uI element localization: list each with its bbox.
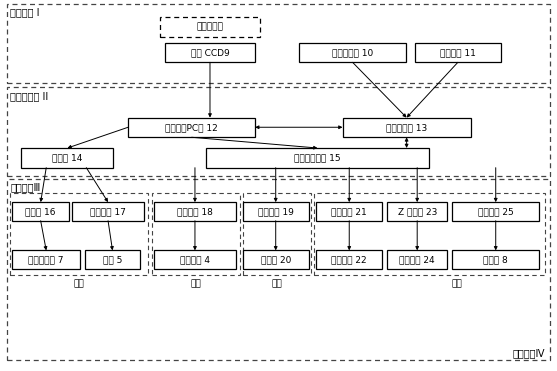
Bar bbox=[316, 202, 382, 221]
Bar bbox=[154, 202, 236, 221]
Bar bbox=[243, 250, 309, 269]
Text: 供料: 供料 bbox=[271, 279, 282, 288]
Bar bbox=[299, 43, 406, 62]
Bar bbox=[243, 193, 311, 275]
Text: 供气泵 20: 供气泵 20 bbox=[261, 255, 291, 264]
Bar bbox=[343, 118, 471, 137]
Text: 步进电机 21: 步进电机 21 bbox=[331, 207, 367, 216]
Bar bbox=[206, 148, 429, 168]
Text: 低温成形室 7: 低温成形室 7 bbox=[28, 255, 64, 264]
Text: 电加热丝 17: 电加热丝 17 bbox=[90, 207, 126, 216]
Text: 高速 CCD9: 高速 CCD9 bbox=[190, 48, 229, 57]
Text: 执行模块Ⅲ: 执行模块Ⅲ bbox=[10, 183, 40, 193]
Bar bbox=[314, 193, 545, 275]
Text: 温度: 温度 bbox=[74, 279, 85, 288]
Text: 压力传感器 10: 压力传感器 10 bbox=[332, 48, 373, 57]
Text: 温控器 14: 温控器 14 bbox=[52, 153, 82, 162]
Text: 滚珠丝杆 24: 滚珠丝杆 24 bbox=[399, 255, 435, 264]
Bar bbox=[152, 193, 240, 275]
Bar bbox=[7, 179, 550, 360]
Bar bbox=[12, 202, 69, 221]
Text: 十字滑台 22: 十字滑台 22 bbox=[331, 255, 367, 264]
Bar bbox=[128, 118, 255, 137]
Bar bbox=[243, 202, 309, 221]
Bar bbox=[316, 250, 382, 269]
Bar bbox=[12, 250, 80, 269]
Bar bbox=[21, 148, 113, 168]
Text: 接收板 8: 接收板 8 bbox=[483, 255, 508, 264]
Text: Z 轴电机 23: Z 轴电机 23 bbox=[398, 207, 437, 216]
Text: 上位机（PC） 12: 上位机（PC） 12 bbox=[165, 123, 218, 132]
Text: 驱动电路 18: 驱动电路 18 bbox=[177, 207, 213, 216]
Text: 运动控制单元 15: 运动控制单元 15 bbox=[294, 153, 341, 162]
Bar bbox=[154, 250, 236, 269]
Text: 控制器模块 II: 控制器模块 II bbox=[10, 91, 48, 101]
Text: 电压: 电压 bbox=[190, 279, 201, 288]
Bar bbox=[165, 43, 255, 62]
Bar bbox=[387, 250, 447, 269]
Bar bbox=[7, 87, 550, 176]
Text: 高压电源 4: 高压电源 4 bbox=[180, 255, 210, 264]
Text: 泰勒锥监测: 泰勒锥监测 bbox=[197, 23, 223, 32]
Text: 运动控制卡 13: 运动控制卡 13 bbox=[386, 123, 427, 132]
Bar bbox=[452, 202, 539, 221]
Bar bbox=[415, 43, 501, 62]
Text: 旋转电机 25: 旋转电机 25 bbox=[477, 207, 514, 216]
Bar bbox=[72, 202, 144, 221]
Text: 供料电机 19: 供料电机 19 bbox=[258, 207, 294, 216]
Text: 压缩机 16: 压缩机 16 bbox=[26, 207, 56, 216]
Bar bbox=[7, 4, 550, 83]
Text: 接收: 接收 bbox=[451, 279, 462, 288]
Bar bbox=[452, 250, 539, 269]
Bar bbox=[160, 17, 260, 37]
Bar bbox=[85, 250, 140, 269]
Text: 限位开关 11: 限位开关 11 bbox=[440, 48, 476, 57]
Text: 检测模块 I: 检测模块 I bbox=[10, 7, 40, 17]
Text: 被控模块Ⅳ: 被控模块Ⅳ bbox=[512, 348, 545, 358]
Bar bbox=[387, 202, 447, 221]
Bar bbox=[10, 193, 148, 275]
Text: 嘴头 5: 嘴头 5 bbox=[103, 255, 122, 264]
